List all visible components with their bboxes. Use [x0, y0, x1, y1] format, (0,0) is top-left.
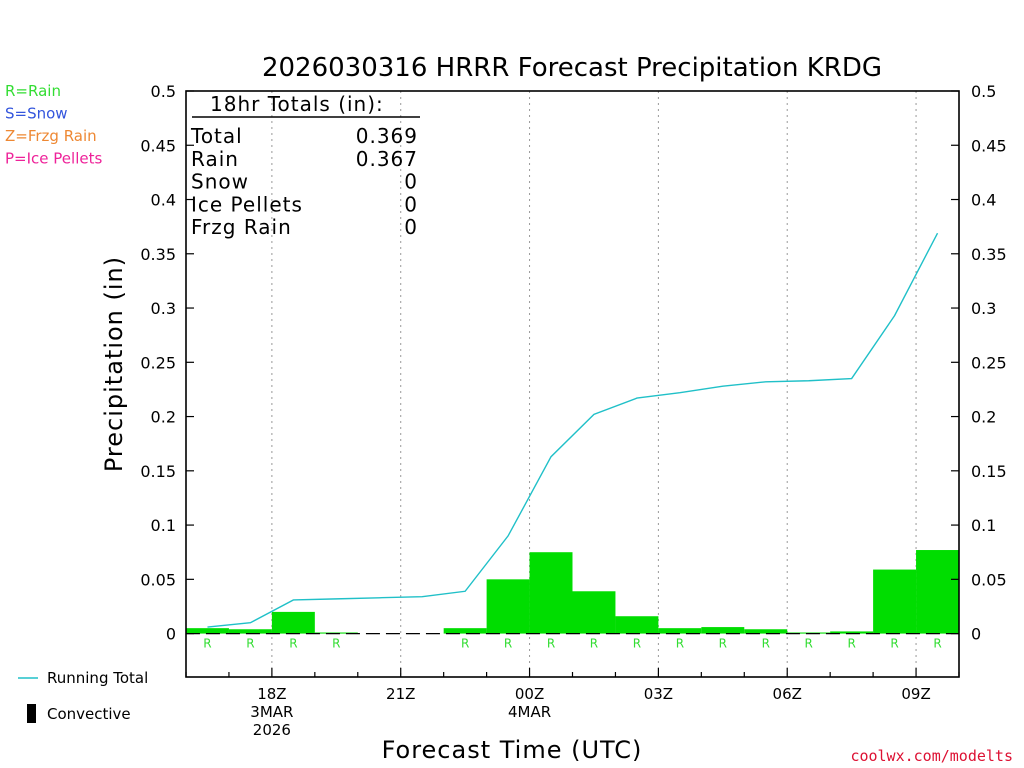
line-legend: Running Total Convective	[18, 669, 148, 723]
precip-bar	[529, 552, 573, 634]
precip-bar	[830, 631, 874, 634]
totals-row-label: Rain	[191, 147, 239, 171]
precip-type-marker: R	[461, 637, 469, 651]
totals-row-value: 0	[404, 215, 418, 239]
x-tick-label: 00Z	[515, 685, 544, 703]
y-tick-label-left: 0.5	[151, 82, 176, 101]
precip-type-marker: R	[719, 637, 727, 651]
totals-row-label: Frzg Rain	[191, 215, 292, 239]
precip-bar	[615, 616, 659, 634]
precip-type-marker: R	[203, 637, 211, 651]
y-axis-right: 0 0.05 0.1 0.15 0.2 0.25 0.3 0.35 0.4 0.45 0.5	[951, 82, 1007, 644]
precip-type-marker: R	[676, 637, 684, 651]
totals-row-value: 0.369	[356, 124, 418, 148]
totals-row-value: 0	[404, 192, 418, 216]
y-tick-label-right: 0.2	[971, 408, 996, 427]
x-tick-label: 09Z	[901, 685, 930, 703]
precip-type-legend-item: R=Rain	[5, 82, 61, 100]
precip-bars	[185, 550, 959, 635]
convective-legend-label: Convective	[47, 705, 131, 723]
precip-bar	[873, 569, 917, 634]
y-tick-label-right: 0.5	[971, 82, 996, 101]
precip-type-marker: R	[504, 637, 512, 651]
precip-type-legend: R=Rain S=Snow Z=Frzg Rain P=Ice Pellets	[5, 82, 102, 168]
totals-row-label: Ice Pellets	[191, 192, 303, 216]
x-axis-label: Forecast Time (UTC)	[382, 736, 643, 764]
precip-bar	[186, 628, 229, 634]
credit-text: coolwx.com/modelts	[850, 747, 1013, 765]
precip-type-marker: R	[847, 637, 855, 651]
precip-type-marker: R	[332, 637, 340, 651]
x-tick-label: 06Z	[773, 685, 802, 703]
y-tick-label-right: 0.35	[971, 245, 1007, 264]
y-tick-label-right: 0.25	[971, 353, 1007, 372]
running-total-legend-label: Running Total	[47, 669, 148, 687]
precip-type-marker: R	[547, 637, 555, 651]
precip-type-marker: R	[633, 637, 641, 651]
y-tick-label-right: 0.45	[971, 136, 1007, 155]
convective-legend-swatch	[27, 704, 36, 723]
y-tick-label-left: 0.05	[140, 570, 176, 589]
x-tick-label: 4MAR	[508, 703, 551, 721]
y-tick-label-left: 0.25	[140, 353, 176, 372]
totals-row-value: 0.367	[356, 147, 418, 171]
running-total-line-group	[207, 232, 939, 628]
precip-bar	[443, 628, 487, 634]
totals-box: 18hr Totals (in): Total 0.369 Rain 0.367 Sno…	[190, 92, 420, 239]
y-tick-label-right: 0.4	[971, 191, 996, 210]
y-axis-left: 0 0.05 0.1 0.15 0.2 0.25 0.3 0.35 0.4 0.45 0.5	[140, 82, 194, 644]
totals-row-label: Total	[190, 124, 243, 148]
precip-type-marker: R	[590, 637, 598, 651]
grid-lines	[271, 91, 917, 677]
y-tick-label-right: 0.15	[971, 462, 1007, 481]
y-tick-label-left: 0.35	[140, 245, 176, 264]
y-tick-label-left: 0.45	[140, 136, 176, 155]
precip-bar	[271, 611, 315, 634]
precip-bar	[228, 629, 272, 634]
y-tick-label-right: 0	[971, 625, 981, 644]
y-tick-label-right: 0.3	[971, 299, 996, 318]
precip-type-marker: R	[762, 637, 770, 651]
precip-bar	[744, 629, 788, 634]
precip-bar	[916, 550, 959, 634]
y-tick-label-left: 0.2	[151, 408, 176, 427]
totals-header: 18hr Totals (in):	[210, 92, 384, 116]
precip-type-legend-item: P=Ice Pellets	[5, 150, 102, 168]
precip-type-marker: R	[289, 637, 297, 651]
running-total-line	[207, 232, 939, 628]
totals-row-value: 0	[404, 170, 418, 194]
precip-type-marker: R	[933, 637, 941, 651]
totals-row-label: Snow	[191, 170, 249, 194]
chart-title: 2026030316 HRRR Forecast Precipitation K…	[262, 53, 882, 83]
precip-type-marker: R	[890, 637, 898, 651]
y-tick-label-left: 0.1	[151, 516, 176, 535]
precip-type-marker: R	[246, 637, 254, 651]
precip-bar	[572, 591, 616, 634]
precip-bar	[658, 628, 702, 634]
precip-type-legend-item: Z=Frzg Rain	[5, 127, 97, 145]
x-tick-label: 3MAR	[250, 703, 293, 721]
precip-type-legend-item: S=Snow	[5, 105, 68, 123]
x-tick-label: 21Z	[386, 685, 415, 703]
x-tick-label: 2026	[253, 721, 291, 739]
y-axis-label: Precipitation (in)	[100, 256, 128, 472]
x-tick-label: 03Z	[644, 685, 673, 703]
y-tick-label-left: 0.3	[151, 299, 176, 318]
precip-type-marker: R	[805, 637, 813, 651]
x-tick-label: 18Z	[257, 685, 286, 703]
precip-bar	[486, 579, 530, 634]
y-tick-label-left: 0.15	[140, 462, 176, 481]
y-tick-label-left: 0.4	[151, 191, 176, 210]
y-tick-label-right: 0.1	[971, 516, 996, 535]
precip-bar	[701, 627, 745, 634]
y-tick-label-left: 0	[166, 625, 176, 644]
y-tick-label-right: 0.05	[971, 570, 1007, 589]
